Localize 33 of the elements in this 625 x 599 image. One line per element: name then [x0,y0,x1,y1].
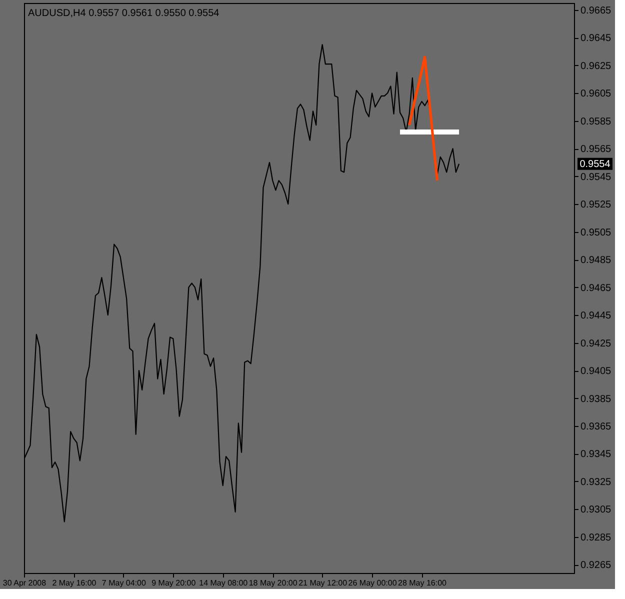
y-tick-label: 0.9505 [580,227,612,238]
x-tick-label: 7 May 04:00 [102,578,146,588]
x-tick-label: 2 May 16:00 [52,578,97,588]
x-tick-label: 30 Apr 2008 [2,578,47,588]
text: 0.9554 [580,158,611,170]
y-tick-label: 0.9625 [580,60,612,72]
chart-title: AUDUSD,H4 0.9557 0.9561 0.9550 0.9554 [28,8,220,19]
y-tick-label: 0.9565 [580,144,612,156]
y-tick-label: 0.9385 [580,394,612,405]
y-tick-label: 0.9305 [580,504,612,516]
x-tick-label: 18 May 20:00 [248,578,298,588]
y-tick-label: 0.9445 [580,310,612,322]
y-tick-label: 0.9605 [580,88,612,100]
y-tick-label: 0.9465 [580,282,612,294]
y-tick-label: 0.9345 [580,449,612,460]
line-series [408,56,439,182]
x-tick-label: 9 May 20:00 [152,578,196,588]
x-tick-label: 21 May 12:00 [298,578,348,588]
x-tick-label: 14 May 08:00 [199,578,248,588]
y-tick-label: 0.9665 [580,5,612,16]
y-tick-label: 0.9405 [580,366,612,378]
x-tick-label: 26 May 00:00 [348,578,398,588]
y-tick-label: 0.9585 [580,116,612,128]
y-tick-label: 0.9325 [580,476,612,488]
y-tick-label: 0.9265 [580,560,612,572]
y-tick-label: 0.9485 [580,255,612,266]
y-tick-label: 0.9525 [580,200,612,211]
y-tick-label: 0.9285 [580,532,612,544]
y-tick-label: 0.9645 [580,33,612,44]
y-tick-label: 0.9365 [580,421,612,432]
y-tick-label: 0.9545 [580,172,612,183]
x-tick-label: 28 May 16:00 [398,578,448,588]
y-tick-label: 0.9425 [580,338,612,350]
